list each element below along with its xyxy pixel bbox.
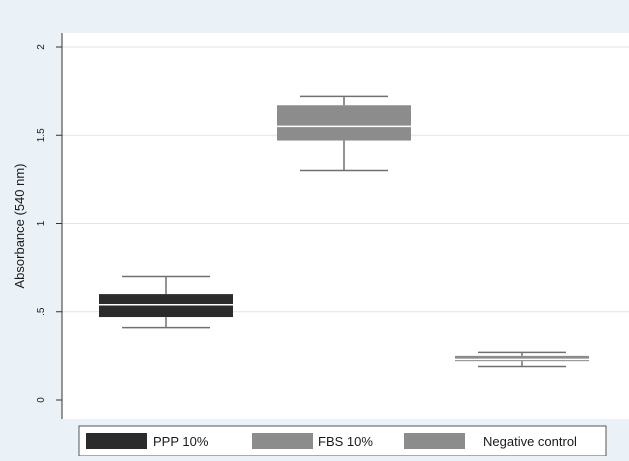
legend-label-2: FBS 10% xyxy=(318,434,373,449)
box-2 xyxy=(277,95,411,172)
legend-box xyxy=(78,425,607,457)
legend: PPP 10% FBS 10% Negative control xyxy=(86,433,577,449)
legend-label-3: Negative control xyxy=(483,434,577,449)
y-axis-ticks: 0 .5 1 1.5 2 xyxy=(36,44,62,403)
legend-swatch-1 xyxy=(86,433,147,449)
legend-label-1: PPP 10% xyxy=(153,434,209,449)
box-1 xyxy=(99,275,233,329)
y-tick-label-4: 2 xyxy=(36,44,47,50)
y-tick-label-2: 1 xyxy=(36,220,47,226)
y-tick-label-3: 1.5 xyxy=(36,128,47,142)
iqr-box xyxy=(455,355,589,362)
iqr-box xyxy=(99,294,233,318)
legend-swatch-3 xyxy=(404,433,465,449)
legend-swatch-2 xyxy=(252,433,313,449)
y-tick-label-1: .5 xyxy=(36,307,47,316)
box-3 xyxy=(455,351,589,368)
y-axis-label: Absorbance (540 nm) xyxy=(12,163,27,288)
boxes xyxy=(99,95,589,368)
plot-area xyxy=(62,33,629,419)
iqr-box xyxy=(277,105,411,141)
y-tick-label-0: 0 xyxy=(36,397,47,403)
